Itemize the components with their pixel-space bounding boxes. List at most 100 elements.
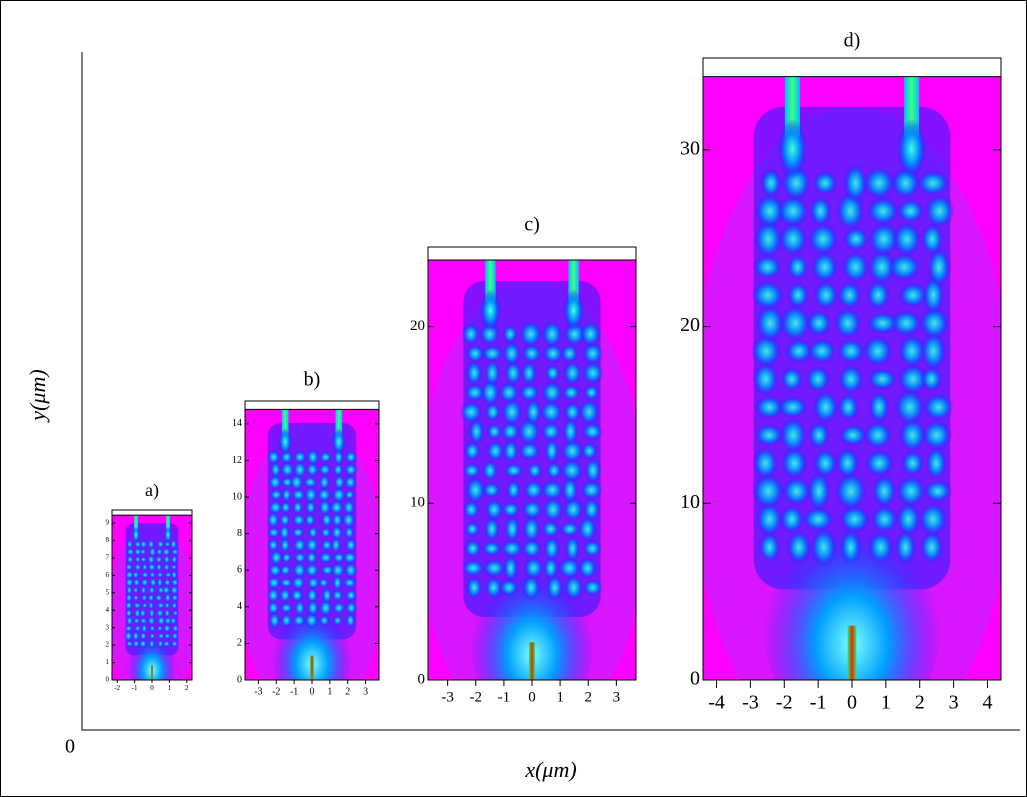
field-blob xyxy=(521,499,543,520)
field-blob xyxy=(506,479,521,501)
field-blob xyxy=(279,577,294,588)
field-blob xyxy=(172,624,179,633)
field-blob xyxy=(867,249,896,285)
field-blob xyxy=(752,447,779,480)
field-blob xyxy=(871,505,898,534)
field-blob xyxy=(307,576,320,590)
field-blob xyxy=(758,531,781,563)
field-blob xyxy=(839,505,871,534)
output-guide xyxy=(134,515,138,532)
x-tick-label: 1 xyxy=(327,686,332,697)
output-taper xyxy=(332,428,346,456)
field-blob xyxy=(464,441,481,462)
field-blob xyxy=(896,475,926,508)
field-blob xyxy=(835,447,860,479)
field-blob xyxy=(504,515,520,543)
output-taper xyxy=(480,289,501,332)
field-blob xyxy=(806,309,832,337)
field-blob xyxy=(484,516,500,542)
field-blob xyxy=(780,366,804,392)
field-blob xyxy=(778,221,808,257)
y-tick-label: 5 xyxy=(106,588,110,596)
field-blob xyxy=(333,474,346,491)
field-blob xyxy=(580,480,603,500)
field-blob xyxy=(581,422,603,441)
x-tick-label: -1 xyxy=(132,684,138,692)
field-blob xyxy=(148,546,157,558)
field-blob xyxy=(898,418,927,453)
field-blob xyxy=(755,501,783,537)
field-blob xyxy=(304,513,316,527)
field-blob xyxy=(500,421,520,442)
field-blob xyxy=(896,198,925,224)
field-blob xyxy=(267,576,281,590)
field-blob xyxy=(919,306,950,340)
field-blob xyxy=(344,489,355,500)
x-tick-label: -3 xyxy=(742,692,759,714)
field-blob xyxy=(156,625,163,632)
field-blob xyxy=(267,600,280,616)
field-blob xyxy=(522,574,541,601)
field-blob xyxy=(751,280,785,311)
field-blob xyxy=(164,608,171,619)
field-blob xyxy=(294,599,306,616)
y-tick-label: 3 xyxy=(106,623,110,631)
field-blob xyxy=(126,615,134,626)
field-blob xyxy=(501,398,523,426)
field-blob xyxy=(268,563,283,578)
y-tick-label: 30 xyxy=(680,137,700,159)
x-tick-label: 3 xyxy=(949,692,959,714)
field-blob xyxy=(320,564,335,576)
field-blob xyxy=(519,320,543,348)
field-blob xyxy=(781,447,808,480)
field-blob xyxy=(754,395,784,420)
field-blob xyxy=(306,462,319,478)
field-blob xyxy=(148,585,156,595)
field-blob xyxy=(866,196,900,226)
field-blob xyxy=(864,449,894,478)
field-blob xyxy=(292,461,307,479)
field-blob xyxy=(345,612,356,629)
field-blob xyxy=(279,564,292,577)
field-blob xyxy=(162,585,171,595)
field-blob xyxy=(872,474,897,508)
field-blob xyxy=(581,442,598,461)
field-blob xyxy=(124,600,133,611)
field-blob xyxy=(868,390,890,424)
field-blob xyxy=(318,599,333,617)
field-blob xyxy=(306,550,318,565)
field-blob xyxy=(171,601,178,610)
field-blob xyxy=(292,513,306,527)
x-tick-label: 1 xyxy=(168,684,172,692)
x-tick-label: 2 xyxy=(584,689,592,705)
y-tick-label: 10 xyxy=(680,491,700,513)
field-blob xyxy=(281,552,292,564)
field-blob xyxy=(920,331,947,372)
input-guide xyxy=(150,665,154,680)
field-blob xyxy=(147,539,155,550)
field-blob xyxy=(577,556,598,580)
field-blob xyxy=(163,554,170,565)
field-blob xyxy=(482,460,499,481)
field-blob xyxy=(126,547,135,556)
field-blob xyxy=(156,602,165,609)
field-blob xyxy=(925,446,947,481)
field-blob xyxy=(465,476,486,504)
field-blob xyxy=(171,632,179,640)
field-blob xyxy=(148,601,154,610)
x-tick-label: 0 xyxy=(150,684,154,692)
field-blob xyxy=(523,556,544,580)
field-blob xyxy=(811,251,839,284)
field-blob xyxy=(752,362,779,397)
x-tick-label: 2 xyxy=(915,692,925,714)
y-tick-label: 10 xyxy=(410,495,425,511)
field-blob xyxy=(305,500,317,515)
field-blob xyxy=(170,578,180,587)
field-blob xyxy=(863,421,893,450)
field-blob xyxy=(293,450,307,464)
field-blob xyxy=(760,168,782,198)
field-blob xyxy=(500,539,524,558)
field-blob xyxy=(148,607,155,619)
field-blob xyxy=(897,363,929,395)
y-tick-label: 12 xyxy=(232,455,242,466)
